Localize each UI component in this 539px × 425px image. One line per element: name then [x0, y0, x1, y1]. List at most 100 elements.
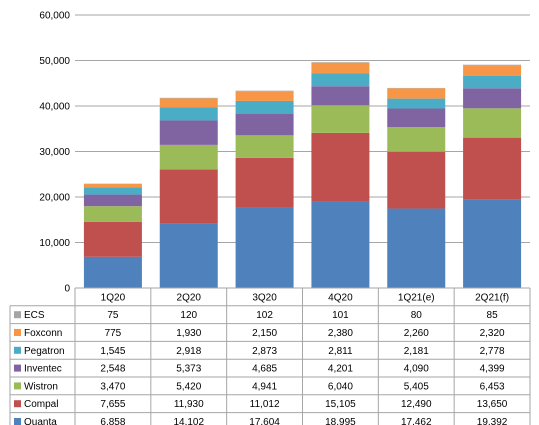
data-label: 11,930: [174, 399, 204, 410]
bar-inventec: [311, 86, 370, 106]
data-label: 80: [411, 310, 423, 321]
bar-pegatron: [387, 98, 446, 109]
data-label: 17,462: [401, 417, 432, 425]
data-label: 85: [487, 310, 499, 321]
bar-pegatron: [83, 187, 142, 195]
bar-wistron: [235, 135, 294, 158]
legend-key-pegatron: [14, 346, 21, 354]
bar-wistron: [463, 108, 522, 138]
data-label: 14,102: [173, 417, 204, 425]
data-label: 2,260: [404, 328, 429, 339]
bar-pegatron: [159, 107, 218, 121]
bar-wistron: [387, 127, 446, 152]
bar-compal: [83, 221, 142, 257]
data-label: 2,873: [252, 346, 277, 357]
legend-label: Foxconn: [24, 328, 62, 339]
legend-key-compal: [14, 400, 21, 408]
bar-wistron: [83, 206, 142, 222]
x-tick-label: 4Q20: [328, 292, 353, 303]
data-label: 2,778: [480, 346, 505, 357]
bar-compal: [159, 169, 218, 224]
y-tick-label: 30,000: [39, 147, 70, 158]
bar-ecs: [159, 97, 218, 99]
bar-compal: [463, 137, 522, 200]
y-axis: 0 10,000 20,000 30,000 40,000 50,000 60,000: [39, 11, 70, 295]
bar-inventec: [387, 108, 446, 128]
data-label: 12,490: [401, 399, 432, 410]
bar-compal: [235, 157, 294, 208]
bar-quanta: [235, 207, 294, 288]
legend-key-quanta: [14, 418, 21, 425]
data-label: 102: [256, 310, 273, 321]
legend-label: Compal: [24, 399, 58, 410]
data-label: 1,545: [100, 346, 125, 357]
x-tick-label: 1Q20: [101, 292, 126, 303]
data-label: 75: [107, 310, 119, 321]
data-label: 2,181: [404, 346, 429, 357]
data-label: 1,930: [176, 328, 201, 339]
bar-quanta: [159, 223, 218, 288]
bar-pegatron: [235, 100, 294, 114]
bar-compal: [311, 132, 370, 202]
bar-wistron: [311, 105, 370, 133]
data-label: 6,453: [480, 381, 505, 392]
y-tick-label: 0: [64, 284, 70, 295]
data-label: 5,373: [176, 364, 201, 375]
data-label: 4,685: [252, 364, 277, 375]
bar-compal: [387, 151, 446, 209]
data-table: 1Q20 2Q20 3Q20 4Q20 1Q21(e) 2Q21(f) ECS 75 120 10…: [9, 287, 531, 425]
legend-label: Wistron: [24, 381, 58, 392]
x-tick-label: 2Q21(f): [475, 292, 509, 303]
legend-label: ECS: [24, 310, 45, 321]
bar-quanta: [311, 201, 370, 288]
x-tick-label: 3Q20: [252, 292, 277, 303]
bar-foxconn: [463, 65, 522, 76]
data-label: 5,405: [404, 381, 429, 392]
data-label: 4,399: [480, 364, 505, 375]
bar-foxconn: [159, 98, 218, 108]
data-label: 6,858: [100, 417, 125, 425]
bars: [83, 62, 522, 288]
y-tick-label: 20,000: [39, 193, 70, 204]
data-label: 2,320: [480, 328, 505, 339]
legend-label: Quanta: [24, 417, 57, 425]
y-tick-label: 40,000: [39, 102, 70, 113]
y-tick-label: 50,000: [39, 56, 70, 67]
bar-inventec: [83, 194, 142, 207]
y-tick-label: 60,000: [39, 11, 70, 22]
x-tick-label: 1Q21(e): [398, 292, 435, 303]
bar-inventec: [159, 120, 218, 145]
y-tick-label: 10,000: [39, 238, 70, 249]
bar-foxconn: [235, 91, 294, 101]
legend-key-wistron: [14, 382, 21, 390]
bar-quanta: [83, 256, 142, 288]
data-label: 2,548: [100, 364, 125, 375]
data-label: 11,012: [250, 399, 280, 410]
data-label: 2,918: [176, 346, 201, 357]
data-label: 2,150: [252, 328, 277, 339]
data-label: 4,941: [252, 381, 277, 392]
bar-foxconn: [387, 88, 446, 99]
data-label: 2,380: [328, 328, 353, 339]
data-label: 101: [332, 310, 349, 321]
data-label: 2,811: [328, 346, 353, 357]
bar-inventec: [235, 113, 294, 136]
data-label: 18,995: [325, 417, 356, 425]
data-label: 17,604: [249, 417, 280, 425]
data-label: 3,470: [100, 381, 125, 392]
data-label: 19,392: [477, 417, 508, 425]
legend-key-inventec: [14, 364, 21, 372]
x-tick-label: 2Q20: [177, 292, 202, 303]
bar-foxconn: [311, 62, 370, 74]
data-label: 13,650: [477, 399, 508, 410]
bar-wistron: [159, 144, 218, 170]
bar-quanta: [387, 208, 446, 288]
bar-pegatron: [311, 73, 370, 87]
legend-key-ecs: [14, 311, 21, 319]
legend-key-foxconn: [14, 329, 21, 336]
gridlines: [75, 14, 530, 243]
bar-foxconn: [83, 184, 142, 188]
data-label: 15,105: [325, 399, 356, 410]
data-label: 7,655: [100, 399, 125, 410]
